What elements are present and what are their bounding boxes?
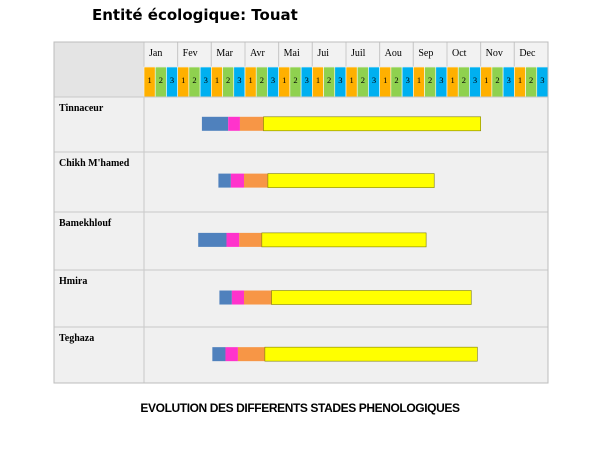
decade-label: 1 bbox=[248, 75, 252, 85]
month-label-juil: Juil bbox=[351, 48, 366, 59]
stage-bar-4 bbox=[264, 346, 478, 362]
month-label-jui: Jui bbox=[317, 48, 329, 59]
page-title: Entité écologique: Touat bbox=[92, 6, 298, 24]
header-corner bbox=[53, 41, 145, 98]
decade-label: 2 bbox=[462, 75, 466, 85]
month-cell-oct bbox=[446, 41, 482, 68]
month-label-fev: Fev bbox=[183, 48, 198, 59]
stage-bar-3 bbox=[237, 347, 265, 362]
decade-label: 1 bbox=[349, 75, 353, 85]
decade-label: 3 bbox=[473, 75, 477, 85]
decade-label: 3 bbox=[439, 75, 443, 85]
decade-label: 1 bbox=[181, 75, 185, 85]
decade-label: 1 bbox=[450, 75, 454, 85]
chart-border bbox=[53, 41, 549, 384]
decade-label: 2 bbox=[327, 75, 331, 85]
stage-bar-1 bbox=[218, 173, 231, 188]
row-label-cell bbox=[53, 326, 145, 384]
decade-label: 2 bbox=[226, 75, 230, 85]
stage-bar-3 bbox=[239, 116, 264, 131]
decade-label: 3 bbox=[372, 75, 376, 85]
decade-label: 1 bbox=[316, 75, 320, 85]
decade-label: 1 bbox=[383, 75, 387, 85]
stage-bar-1 bbox=[198, 232, 227, 247]
decade-label: 1 bbox=[147, 75, 151, 85]
row-label-cell bbox=[53, 151, 145, 213]
month-cell-jui bbox=[311, 41, 347, 68]
month-cell-mai bbox=[278, 41, 313, 68]
stage-bar-1 bbox=[212, 347, 226, 362]
decade-label: 3 bbox=[271, 75, 275, 85]
decade-label: 3 bbox=[507, 75, 511, 85]
row-label: Tinnaceur bbox=[59, 103, 104, 114]
stage-bar-4 bbox=[267, 173, 435, 188]
decade-label: 1 bbox=[518, 75, 522, 85]
decade-label: 3 bbox=[406, 75, 410, 85]
decade-label: 2 bbox=[293, 75, 297, 85]
stage-bar-3 bbox=[239, 232, 262, 247]
decade-label: 1 bbox=[417, 75, 421, 85]
decade-label: 2 bbox=[260, 75, 264, 85]
stage-bar-4 bbox=[263, 116, 481, 132]
decade-label: 2 bbox=[529, 75, 533, 85]
month-label-dec: Dec bbox=[519, 48, 536, 59]
decade-label: 2 bbox=[361, 75, 365, 85]
stage-bar-2 bbox=[231, 290, 244, 305]
decade-label: 1 bbox=[215, 75, 219, 85]
month-label-mar: Mar bbox=[216, 48, 233, 59]
month-label-nov: Nov bbox=[486, 48, 503, 59]
decade-label: 3 bbox=[204, 75, 208, 85]
decade-label: 1 bbox=[282, 75, 286, 85]
decade-label: 3 bbox=[305, 75, 309, 85]
chart-caption: EVOLUTION DES DIFFERENTS STADES PHENOLOG… bbox=[140, 401, 460, 415]
decade-label: 1 bbox=[484, 75, 488, 85]
stage-bar-4 bbox=[271, 290, 472, 305]
decade-label: 2 bbox=[428, 75, 432, 85]
row-label: Bamekhlouf bbox=[59, 218, 112, 229]
stage-bar-3 bbox=[243, 290, 272, 305]
decade-label: 2 bbox=[192, 75, 196, 85]
row-label-cell bbox=[53, 96, 145, 153]
stage-bar-1 bbox=[219, 290, 232, 305]
decade-label: 3 bbox=[338, 75, 342, 85]
month-cell-aou bbox=[379, 41, 414, 68]
stage-bar-2 bbox=[230, 173, 244, 188]
row-label: Chikh M'hamed bbox=[59, 158, 130, 169]
stage-bar-1 bbox=[201, 116, 229, 131]
stage-bar-2 bbox=[228, 116, 240, 131]
month-label-sep: Sep bbox=[418, 48, 433, 59]
month-label-avr: Avr bbox=[250, 48, 265, 59]
month-label-mai: Mai bbox=[284, 48, 300, 59]
month-label-jan: Jan bbox=[149, 48, 162, 59]
month-label-oct: Oct bbox=[452, 48, 467, 59]
month-cell-juil bbox=[345, 41, 381, 68]
row-label: Teghaza bbox=[59, 333, 94, 344]
stage-bar-4 bbox=[261, 232, 427, 248]
stage-bar-2 bbox=[225, 347, 238, 362]
decade-label: 2 bbox=[394, 75, 398, 85]
stage-bar-3 bbox=[243, 173, 268, 188]
row-label: Hmira bbox=[59, 276, 87, 287]
decade-label: 3 bbox=[170, 75, 174, 85]
stage-bar-2 bbox=[226, 232, 240, 247]
decade-label: 2 bbox=[495, 75, 499, 85]
month-label-aou: Aou bbox=[385, 48, 402, 59]
decade-label: 3 bbox=[237, 75, 241, 85]
decade-label: 3 bbox=[540, 75, 544, 85]
decade-label: 2 bbox=[159, 75, 163, 85]
